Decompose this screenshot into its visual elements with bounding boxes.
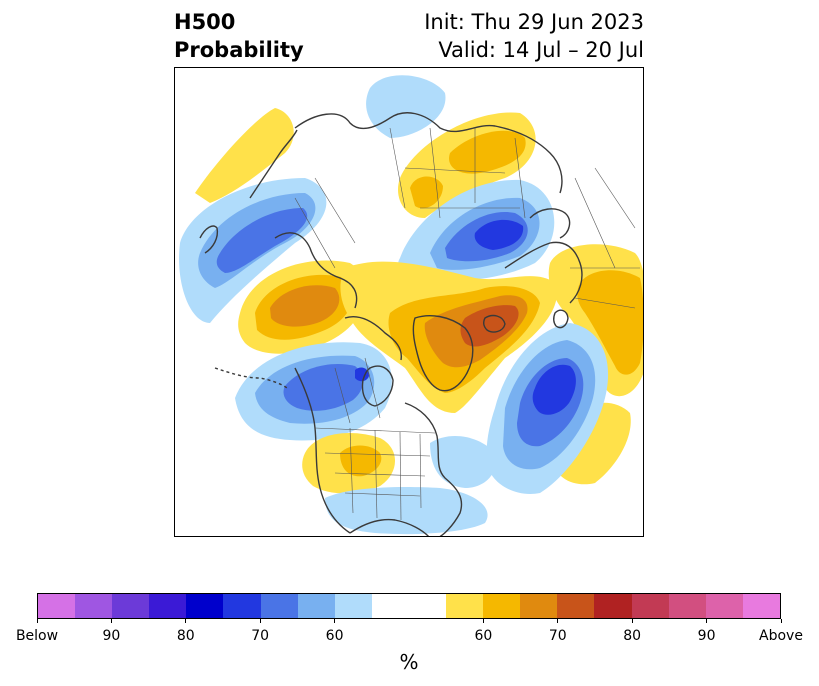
colorbar-tick-mark: [557, 619, 559, 623]
anomaly-europe-above-2: [577, 270, 643, 375]
colorbar-segment: [334, 594, 372, 618]
colorbar-tick-mark: [706, 619, 708, 623]
title-line-2: Probability: [174, 38, 304, 62]
colorbar-segment: [483, 594, 521, 618]
colorbar-segment: [742, 594, 780, 618]
probability-map: [174, 67, 644, 537]
anomaly-alaska-above-3: [270, 285, 340, 327]
colorbar-segment: [38, 594, 76, 618]
colorbar-segment: [149, 594, 187, 618]
anomaly-fields: [175, 75, 643, 535]
anomaly-north-pacific-below-3: [216, 208, 308, 273]
colorbar-segment: [75, 594, 113, 618]
colorbar-segment: [223, 594, 261, 618]
date-info: Init: Thu 29 Jun 2023 Valid: 14 Jul – 20…: [424, 8, 644, 64]
colorbar-tick-label: 90: [697, 628, 716, 644]
colorbar-tick-label: 80: [623, 628, 642, 644]
anomaly-siberia-below: [366, 75, 446, 138]
title-line-1: H500: [174, 10, 236, 34]
colorbar-segment: [705, 594, 743, 618]
colorbar-tick-mark: [482, 619, 484, 623]
anomaly-far-east-above: [195, 108, 294, 203]
colorbar-tick-label: 70: [251, 628, 270, 644]
colorbar-unit: %: [399, 650, 419, 674]
colorbar-segment: [668, 594, 706, 618]
colorbar-segment: [297, 594, 335, 618]
colorbar-segment: [260, 594, 298, 618]
anomaly-scandinavia-below-4: [474, 219, 524, 250]
coastlines: [199, 112, 583, 536]
anomaly-central-asia-above-inner: [449, 130, 526, 174]
colorbar-tick-mark: [259, 619, 261, 623]
colorbar-tick-mark: [36, 619, 38, 623]
colorbar-tick-label: Above: [759, 628, 803, 644]
colorbar: [37, 593, 781, 619]
colorbar-tick-label: 70: [548, 628, 567, 644]
valid-range: Valid: 14 Jul – 20 Jul: [438, 38, 644, 62]
colorbar-segment: [594, 594, 632, 618]
colorbar-tick-label: 90: [102, 628, 121, 644]
colorbar-segment: [631, 594, 669, 618]
colorbar-segment: [112, 594, 150, 618]
colorbar-tick-mark: [780, 619, 782, 623]
boundaries: [294, 127, 640, 521]
colorbar-tick-mark: [110, 619, 112, 623]
colorbar-tick-mark: [631, 619, 633, 623]
colorbar-tick-label: 60: [474, 628, 493, 644]
colorbar-tick-mark: [334, 619, 336, 623]
anomaly-canada-below-4: [355, 367, 369, 382]
colorbar-segment: [186, 594, 224, 618]
anomaly-east-us-below: [430, 435, 496, 488]
anomaly-canada-below-3: [283, 364, 364, 411]
colorbar-segment: [557, 594, 595, 618]
anomaly-arctic-above-4: [460, 305, 519, 347]
anomaly-southwest-us-above-2: [340, 445, 382, 477]
colorbar-segment: [371, 594, 409, 618]
anomaly-atlantic-below-4: [532, 364, 576, 415]
map-canvas: [175, 75, 643, 536]
anomaly-mongolia-above: [410, 176, 443, 209]
colorbar-segment: [408, 594, 447, 618]
colorbar-tick-label: 60: [325, 628, 344, 644]
chart-title: H500 Probability: [174, 8, 304, 64]
colorbar-segment: [446, 594, 484, 618]
colorbar-segment: [520, 594, 558, 618]
colorbar-tick-label: 80: [176, 628, 195, 644]
anomaly-gulf-below: [325, 487, 488, 535]
edge-blank: [175, 286, 181, 318]
colorbar-tick-label: Below: [15, 628, 59, 644]
colorbar-tick-mark: [185, 619, 187, 623]
init-date: Init: Thu 29 Jun 2023: [424, 10, 644, 34]
